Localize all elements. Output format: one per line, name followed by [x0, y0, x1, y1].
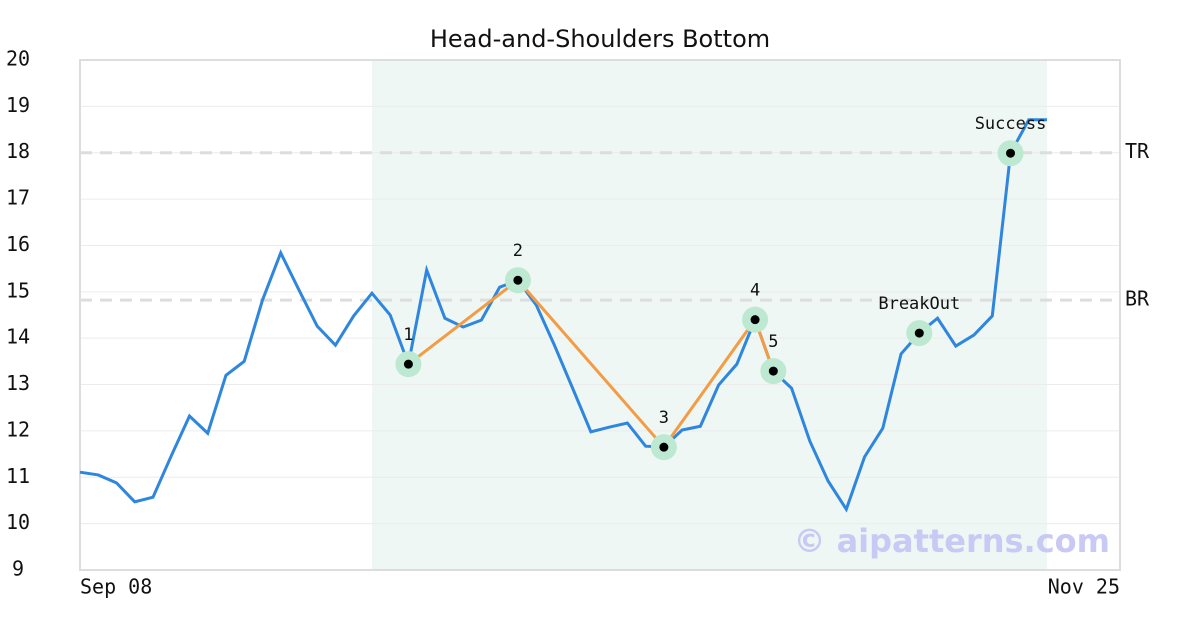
point-dot: [768, 366, 778, 376]
point-dot: [403, 359, 413, 369]
point-label: 2: [513, 241, 523, 261]
y-tick-label: 19: [6, 93, 30, 117]
y-tick-label: 14: [6, 325, 30, 349]
point-label: Success: [975, 114, 1047, 134]
plot-frame: [79, 59, 1121, 571]
point-label: BreakOut: [878, 294, 960, 314]
point-dot: [513, 275, 523, 285]
y-tick-label: 13: [6, 371, 30, 395]
y-tick-label: 11: [6, 464, 30, 488]
point-dot: [914, 328, 924, 338]
point-label: 1: [403, 325, 413, 345]
point-dot: [659, 442, 669, 452]
point-label: 4: [750, 281, 760, 301]
y-tick-label: 20: [6, 47, 30, 71]
y-tick-label: 15: [6, 278, 30, 302]
level-label: BR: [1125, 287, 1150, 311]
y-tick-label: 10: [6, 510, 30, 534]
y-tick-label: 9: [12, 557, 24, 581]
point-label: 3: [659, 408, 669, 428]
point-dot: [750, 315, 760, 325]
x-tick-label: Nov 25: [1048, 575, 1120, 599]
y-tick-label: 12: [6, 417, 30, 441]
x-tick-label: Sep 08: [80, 575, 152, 599]
level-label: TR: [1125, 139, 1150, 163]
point-dot: [1006, 148, 1016, 158]
y-tick-label: 16: [6, 232, 30, 256]
point-label: 5: [768, 332, 778, 352]
y-tick-label: 18: [6, 139, 30, 163]
y-tick-label: 17: [6, 186, 30, 210]
chart-title: Head-and-Shoulders Bottom: [430, 25, 770, 53]
watermark: © aipatterns.com: [793, 522, 1110, 560]
price-line: [79, 118, 1048, 513]
